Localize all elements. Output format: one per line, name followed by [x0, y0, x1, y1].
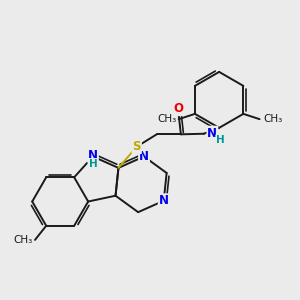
Text: N: N — [139, 150, 149, 163]
Text: H: H — [216, 135, 225, 145]
Text: CH₃: CH₃ — [263, 114, 282, 124]
Text: N: N — [88, 148, 98, 161]
Text: H: H — [88, 159, 97, 169]
Text: N: N — [207, 127, 218, 140]
Text: N: N — [159, 194, 169, 207]
Text: O: O — [173, 102, 184, 115]
Text: CH₃: CH₃ — [157, 114, 176, 124]
Text: S: S — [133, 140, 141, 153]
Text: CH₃: CH₃ — [14, 235, 33, 245]
